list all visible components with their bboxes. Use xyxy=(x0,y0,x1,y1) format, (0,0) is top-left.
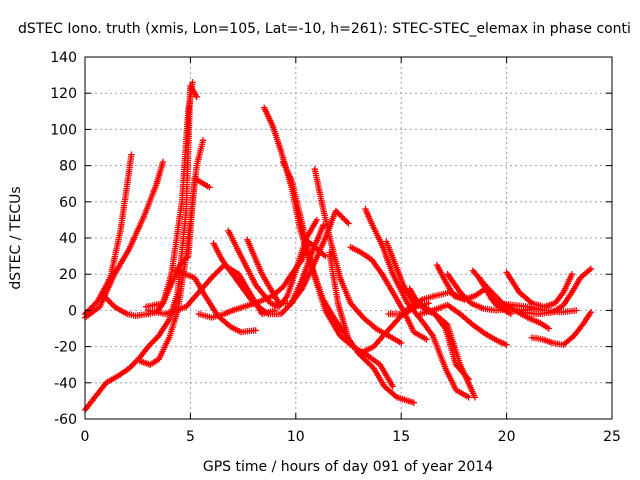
x-tick-label: 0 xyxy=(81,429,90,445)
series-17 xyxy=(347,243,430,343)
y-tick-label: 60 xyxy=(59,195,77,211)
data-marks xyxy=(81,79,595,414)
series-28 xyxy=(385,289,468,318)
series-27 xyxy=(528,309,595,348)
y-tick-label: 40 xyxy=(59,231,77,247)
ticks: 0 5 10 15 20 25 -60 -40 -20 0 20 40 60 80 100 120 140 xyxy=(50,50,621,445)
y-tick-label: 0 xyxy=(68,303,77,319)
series-29 xyxy=(495,300,580,316)
series-26 xyxy=(503,269,576,310)
series-6 xyxy=(142,175,213,310)
series-markers xyxy=(81,158,167,321)
y-tick-label: 80 xyxy=(59,159,77,175)
x-tick-label: 5 xyxy=(186,429,195,445)
x-tick-label: 20 xyxy=(498,429,516,445)
y-axis-title: dSTEC / TECUs xyxy=(8,186,24,289)
series-3 xyxy=(81,82,200,414)
plot-frame xyxy=(84,56,613,420)
y-tick-label: 100 xyxy=(50,122,77,138)
series-25 xyxy=(417,301,510,348)
series-2 xyxy=(81,158,167,321)
y-tick-label: -60 xyxy=(54,412,77,428)
chart-title: dSTEC Iono. truth (xmis, Lon=105, Lat=-1… xyxy=(18,21,631,37)
grid xyxy=(85,57,612,419)
y-tick-label: 120 xyxy=(50,86,77,102)
series-12 xyxy=(244,207,352,307)
x-tick-label: 15 xyxy=(392,429,410,445)
series-4 xyxy=(100,79,196,319)
x-axis-title: GPS time / hours of day 091 of year 2014 xyxy=(203,459,493,475)
series-markers xyxy=(81,82,200,414)
y-tick-label: 140 xyxy=(50,50,77,66)
series-9 xyxy=(172,267,259,336)
x-tick-label: 10 xyxy=(287,429,305,445)
y-tick-label: -40 xyxy=(54,376,77,392)
y-tick-label: -20 xyxy=(54,340,77,356)
series-18 xyxy=(362,205,472,401)
x-tick-label: 25 xyxy=(603,429,621,445)
series-10 xyxy=(210,222,327,318)
y-tick-label: 20 xyxy=(59,267,77,283)
